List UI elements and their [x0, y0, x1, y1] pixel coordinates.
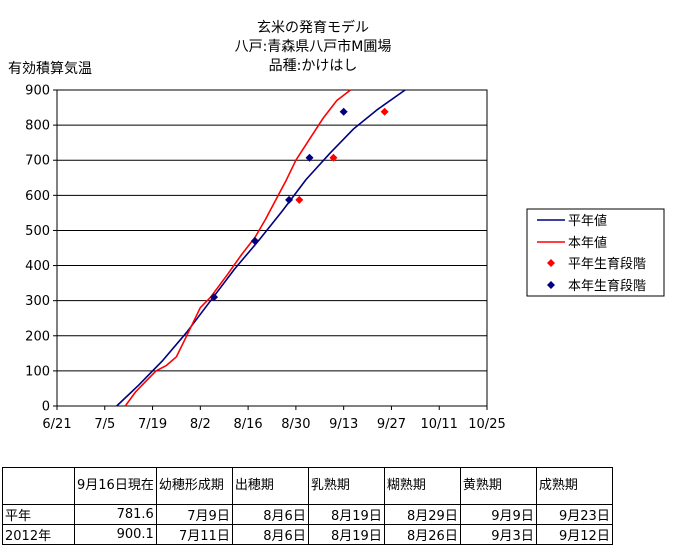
chart-title-line-2: 八戸:青森県八戸市M圃場 — [235, 38, 392, 55]
table-cell: 9月3日 — [459, 524, 537, 545]
legend-marker-heinen-stage — [547, 259, 555, 267]
table-cell: 9月12日 — [535, 524, 613, 545]
y-tick-label: 400 — [25, 259, 50, 274]
table-cell: 9月23日 — [535, 504, 613, 525]
table-cell: 7月11日 — [155, 524, 233, 545]
y-tick-label: 200 — [25, 329, 50, 344]
table-row-label: 2012年 — [2, 524, 75, 545]
x-tick-label: 8/2 — [190, 417, 211, 432]
table-cell: 8月26日 — [383, 524, 461, 545]
chart-title-line-1: 玄米の発育モデル — [257, 19, 369, 36]
y-tick-label: 600 — [25, 189, 50, 204]
legend-label-heinen-stage: 平年生育段階 — [568, 256, 646, 272]
table-header-cell: 糊熟期 — [383, 467, 461, 505]
x-tick-label: 8/30 — [281, 417, 310, 432]
table-header-corner — [2, 467, 75, 505]
x-tick-label: 9/13 — [329, 417, 358, 432]
legend-marker-honnen-stage — [547, 281, 555, 289]
table-row-label: 平年 — [2, 504, 75, 525]
gridlines — [57, 124, 487, 372]
y-tick-label: 300 — [25, 294, 50, 309]
table-header-cell: 出穂期 — [231, 467, 309, 505]
table-cell: 900.1 — [74, 524, 157, 545]
table-header-cell: 黄熟期 — [459, 467, 537, 505]
table-header-cell: 幼穂形成期 — [155, 467, 233, 505]
data-point-series-2 — [380, 107, 389, 116]
table-cell: 8月19日 — [307, 524, 385, 545]
table-cell: 8月29日 — [383, 504, 461, 525]
table-header-cell: 成熟期 — [535, 467, 613, 505]
legend-label-heinen: 平年値 — [568, 213, 607, 229]
y-tick-label: 500 — [25, 224, 50, 239]
x-tick-label: 7/5 — [94, 417, 115, 432]
data-point-series-3 — [209, 293, 218, 302]
x-tick-label: 6/21 — [42, 417, 71, 432]
x-tick-label: 10/25 — [468, 417, 505, 432]
table-cell: 9月9日 — [459, 504, 537, 525]
data-point-series-2 — [329, 153, 338, 162]
x-tick-label: 10/11 — [420, 417, 457, 432]
data-point-series-3 — [250, 236, 259, 245]
axis-ticks: 0 100 200 300 400 500 600 700 800 900 6/21 7/5 7/19 8… — [25, 84, 506, 433]
table-cell: 7月9日 — [155, 504, 233, 525]
y-tick-label: 700 — [25, 154, 50, 169]
y-tick-label: 900 — [25, 84, 50, 99]
data-point-series-2 — [295, 195, 304, 204]
x-tick-label: 9/27 — [377, 417, 406, 432]
y-tick-label: 0 — [42, 400, 50, 415]
x-tick-label: 7/19 — [138, 417, 167, 432]
legend-box — [526, 208, 665, 297]
data-point-series-3 — [285, 195, 294, 204]
table-cell: 8月6日 — [231, 504, 309, 525]
y-axis-label: 有効積算気温 — [8, 61, 92, 77]
y-tick-label: 800 — [25, 119, 50, 134]
table-row: 平年 781.6 7月9日 8月6日 8月19日 8月29日 9月9日 9月23… — [2, 504, 613, 525]
y-tick-label: 100 — [25, 364, 50, 379]
data-point-series-3 — [305, 153, 314, 162]
x-tick-label: 8/16 — [234, 417, 263, 432]
chart-title-line-3: 品種:かけはし — [269, 58, 358, 74]
table-cell: 8月19日 — [307, 504, 385, 525]
table-cell: 8月6日 — [231, 524, 309, 545]
table-header-cell: 9月16日現在 — [74, 467, 157, 505]
series-line-1 — [124, 89, 351, 407]
legend-label-honnen-stage: 本年生育段階 — [568, 278, 646, 294]
table-row: 2012年 900.1 7月11日 8月6日 8月19日 8月26日 9月3日 … — [2, 524, 613, 545]
legend: 平年値 本年値 平年生育段階 本年生育段階 — [526, 208, 665, 297]
legend-label-honnen: 本年値 — [568, 235, 607, 251]
table-header-cell: 乳熟期 — [307, 467, 385, 505]
table-header-row: 9月16日現在 幼穂形成期 出穂期 乳熟期 糊熟期 黄熟期 成熟期 — [2, 467, 613, 505]
series-line-0 — [116, 89, 406, 407]
plot-area — [56, 89, 488, 407]
table-cell: 781.6 — [74, 504, 157, 525]
series-layer — [116, 89, 406, 407]
growth-stage-table: 9月16日現在 幼穂形成期 出穂期 乳熟期 糊熟期 黄熟期 成熟期 平年 781… — [2, 467, 613, 545]
data-point-series-3 — [339, 107, 348, 116]
